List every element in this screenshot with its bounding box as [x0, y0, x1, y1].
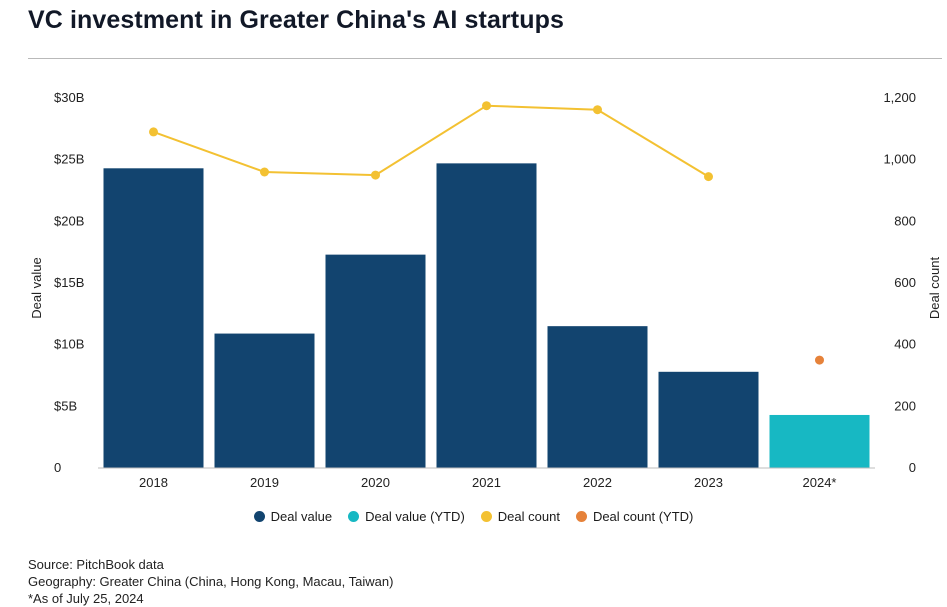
y-tick-label: $20B: [54, 213, 84, 228]
x-tick-label: 2019: [250, 475, 279, 490]
legend-item-deal-value: Deal value: [253, 509, 333, 524]
legend-swatch: [348, 511, 360, 522]
y2-axis-ticks: 0 200 400 600 800 1,000 1,200: [883, 90, 916, 475]
source-notes: Source: PitchBook data Geography: Greate…: [28, 556, 393, 607]
legend-label: Deal value (YTD): [365, 509, 465, 524]
bar-2022: [547, 326, 648, 468]
deal-count-ytd-point-2024: [815, 355, 824, 365]
bar-2023: [658, 371, 759, 468]
legend-label: Deal count: [497, 509, 560, 524]
deal-count-point-2022: [593, 105, 602, 115]
y2-tick-label: 0: [909, 460, 916, 475]
bar-2019: [214, 333, 315, 468]
y2-tick-label: 400: [894, 337, 916, 352]
y2-tick-label: 800: [894, 213, 916, 228]
deal-count-line: [153, 104, 710, 178]
y-tick-label: $30B: [54, 90, 84, 105]
x-tick-label: 2021: [472, 475, 501, 490]
y-tick-label: $25B: [54, 152, 84, 167]
y-tick-label: $15B: [54, 275, 84, 290]
legend-swatch: [480, 511, 492, 522]
chart-title: VC investment in Greater China's AI star…: [28, 6, 564, 34]
y-tick-label: $5B: [54, 398, 77, 413]
legend-swatch: [575, 511, 587, 522]
deal-count-point-2018: [149, 127, 158, 137]
x-tick-label: 2022: [583, 475, 612, 490]
x-tick-label: 2023: [694, 475, 723, 490]
legend: Deal value Deal value (YTD) Deal count D…: [0, 509, 947, 524]
deal-count-layer: [149, 101, 824, 365]
y-axis-ticks: 0 $5B $10B $15B $20B $25B $30B: [54, 90, 84, 475]
deal-count-point-2021: [482, 101, 491, 111]
deal-count-point-2019: [260, 167, 269, 177]
bar-2020: [325, 254, 426, 468]
title-divider: [28, 58, 942, 59]
deal-count-point-2020: [371, 170, 380, 180]
legend-item-deal-count-ytd: Deal count (YTD): [575, 509, 694, 524]
footnote-line: *As of July 25, 2024: [28, 591, 144, 606]
chart: 0 $5B $10B $15B $20B $25B $30B 0 200 400 600 800 1,…: [29, 90, 942, 490]
y-tick-label: $10B: [54, 337, 84, 352]
y2-axis-label: Deal count: [927, 257, 942, 320]
legend-swatch: [253, 511, 265, 522]
source-line: Source: PitchBook data: [28, 557, 164, 572]
bar-2024-ytd: [769, 414, 870, 468]
y2-tick-label: 1,200: [883, 90, 916, 105]
bar-2021: [436, 163, 537, 468]
x-tick-label: 2020: [361, 475, 390, 490]
bar-2018: [103, 168, 204, 469]
bars-group: [103, 163, 870, 469]
legend-label: Deal value: [270, 509, 333, 524]
y2-tick-label: 1,000: [883, 152, 916, 167]
x-tick-label: 2024*: [803, 475, 837, 490]
legend-item-deal-count: Deal count: [480, 509, 560, 524]
legend-label: Deal count (YTD): [592, 509, 694, 524]
y2-tick-label: 200: [894, 398, 916, 413]
x-tick-label: 2018: [139, 475, 168, 490]
y2-tick-label: 600: [894, 275, 916, 290]
deal-count-point-2023: [704, 172, 713, 182]
geography-line: Geography: Greater China (China, Hong Ko…: [28, 574, 394, 589]
x-axis-ticks: 2018 2019 2020 2021 2022 2023 2024*: [139, 475, 836, 490]
legend-item-deal-value-ytd: Deal value (YTD): [348, 509, 465, 524]
y-tick-label: 0: [54, 460, 61, 475]
y-axis-label: Deal value: [29, 257, 44, 318]
